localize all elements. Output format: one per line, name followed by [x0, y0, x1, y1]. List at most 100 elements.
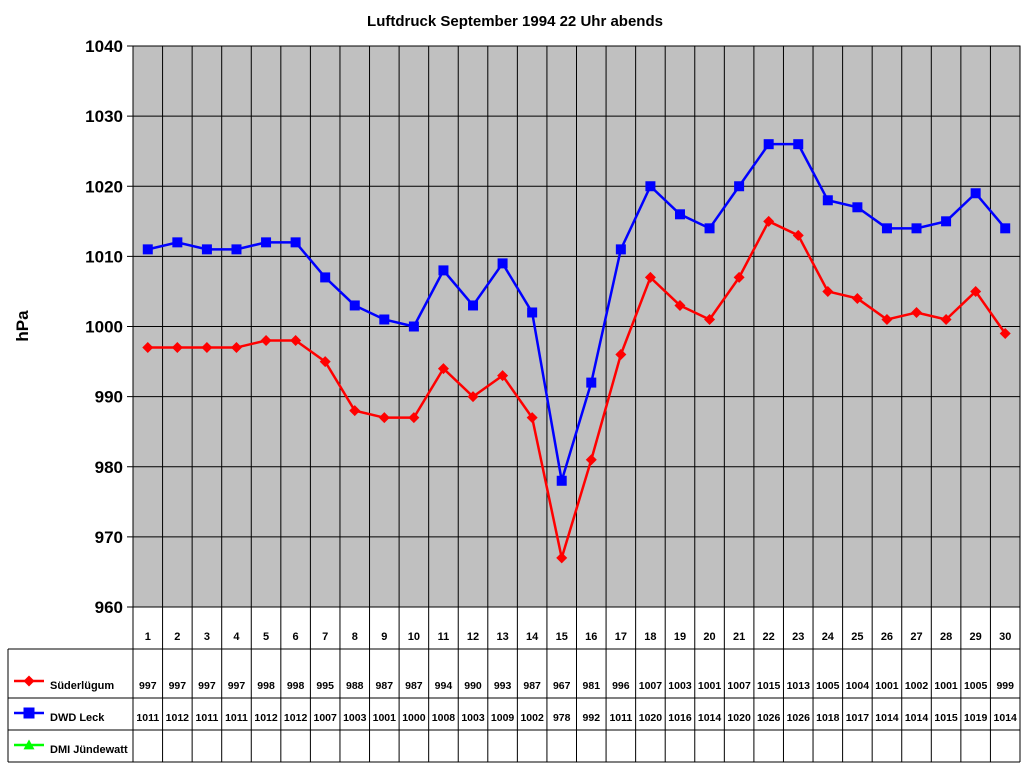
table-cell: 1002 — [905, 680, 929, 692]
data-point — [230, 342, 242, 354]
data-point — [734, 181, 745, 192]
data-point — [615, 244, 626, 255]
table-cell: 1019 — [964, 712, 988, 724]
data-point — [23, 675, 35, 687]
data-point — [231, 244, 242, 255]
data-point — [556, 552, 568, 564]
table-cell: 998 — [257, 680, 275, 692]
legend-label: DMI Jündewatt — [50, 744, 128, 756]
table-cell: 1005 — [816, 680, 840, 692]
y-tick-labels: 960 970 980 990 1000 1010 1020 1030 1040 — [85, 37, 123, 617]
x-tick-label: 24 — [822, 631, 835, 643]
x-tick-label: 8 — [352, 631, 358, 643]
data-point — [822, 285, 834, 297]
table-cell: 1012 — [284, 712, 308, 724]
y-tick-label: 980 — [95, 458, 123, 477]
table-cell: 1001 — [698, 680, 722, 692]
table-cell: 978 — [553, 712, 571, 724]
x-tick-label: 26 — [881, 631, 893, 643]
x-tick-label: 14 — [526, 631, 539, 643]
legend-label: Süderlügum — [50, 680, 114, 692]
table-cell: 1020 — [639, 712, 663, 724]
data-point — [320, 272, 331, 283]
data-point — [290, 237, 301, 248]
data-point — [1000, 223, 1011, 234]
table-cell: 998 — [287, 680, 305, 692]
table-cell: 1011 — [609, 712, 632, 724]
data-point — [23, 707, 35, 719]
data-point — [881, 223, 892, 234]
x-tick-label: 3 — [204, 631, 210, 643]
table-cell: 1014 — [994, 712, 1018, 724]
table-cell: 1001 — [934, 680, 958, 692]
table-cell: 1001 — [875, 680, 899, 692]
data-point — [822, 195, 833, 206]
data-point — [881, 313, 893, 325]
y-tick-label: 990 — [95, 388, 123, 407]
x-tick-label: 9 — [381, 631, 387, 643]
data-point — [261, 237, 272, 248]
table-cell: 1003 — [461, 712, 485, 724]
chart-title: Luftdruck September 1994 22 Uhr abends — [367, 13, 663, 30]
data-point — [674, 209, 685, 220]
table-cell: 1016 — [668, 712, 692, 724]
x-tick-label: 23 — [792, 631, 804, 643]
x-tick-label: 4 — [233, 631, 240, 643]
x-tick-label: 22 — [763, 631, 775, 643]
data-point — [615, 349, 627, 361]
data-point — [585, 454, 597, 466]
x-tick-label: 16 — [585, 631, 597, 643]
data-point — [999, 328, 1011, 340]
x-tick-label: 18 — [644, 631, 656, 643]
table-cell: 993 — [494, 680, 512, 692]
table-cell: 997 — [228, 680, 246, 692]
data-point — [940, 313, 952, 325]
table-cell: 996 — [612, 680, 630, 692]
x-tick-label: 20 — [703, 631, 715, 643]
table-cell: 987 — [405, 680, 423, 692]
table-cell: 1011 — [136, 712, 159, 724]
data-point — [526, 412, 538, 424]
x-tick-label: 21 — [733, 631, 745, 643]
table-cell: 1014 — [875, 712, 899, 724]
data-point — [437, 363, 449, 375]
data-point — [527, 307, 538, 318]
data-point — [851, 292, 863, 304]
table-cell: 995 — [316, 680, 334, 692]
table-cell: 1011 — [225, 712, 248, 724]
table-cell: 1005 — [964, 680, 988, 692]
table-cell: 1017 — [846, 712, 870, 724]
data-point — [142, 244, 153, 255]
table-cell: 967 — [553, 680, 571, 692]
x-tick-label: 28 — [940, 631, 952, 643]
table-cell: 1011 — [196, 712, 219, 724]
table-cell: 987 — [523, 680, 541, 692]
data-point — [408, 321, 419, 332]
table-cell: 997 — [169, 680, 187, 692]
data-point — [349, 405, 361, 417]
x-tick-label: 2 — [174, 631, 180, 643]
table-cell: 988 — [346, 680, 364, 692]
data-point — [201, 342, 213, 354]
y-tick-label: 1000 — [85, 318, 123, 337]
table-cell: 1004 — [846, 680, 870, 692]
data-point — [467, 391, 479, 403]
data-point — [970, 285, 982, 297]
data-point — [408, 412, 420, 424]
data-point — [674, 299, 686, 311]
data-point — [852, 202, 863, 213]
data-point — [438, 265, 449, 276]
data-point — [793, 139, 804, 150]
data-table: 1 2 3 4 5 6 7 8 9 10 11 12 13 14 15 16 17 18 19 20 21 22 23 24 2… — [7, 607, 1021, 763]
y-tick-label: 1040 — [85, 37, 123, 56]
table-cell: 994 — [435, 680, 453, 692]
data-point — [704, 223, 715, 234]
x-tick-label: 19 — [674, 631, 686, 643]
data-point — [763, 139, 774, 150]
data-point — [378, 412, 390, 424]
table-cell: 997 — [139, 680, 157, 692]
data-point — [645, 181, 656, 192]
table-cell: 1014 — [698, 712, 722, 724]
table-cell: 981 — [583, 680, 601, 692]
data-point — [704, 313, 716, 325]
